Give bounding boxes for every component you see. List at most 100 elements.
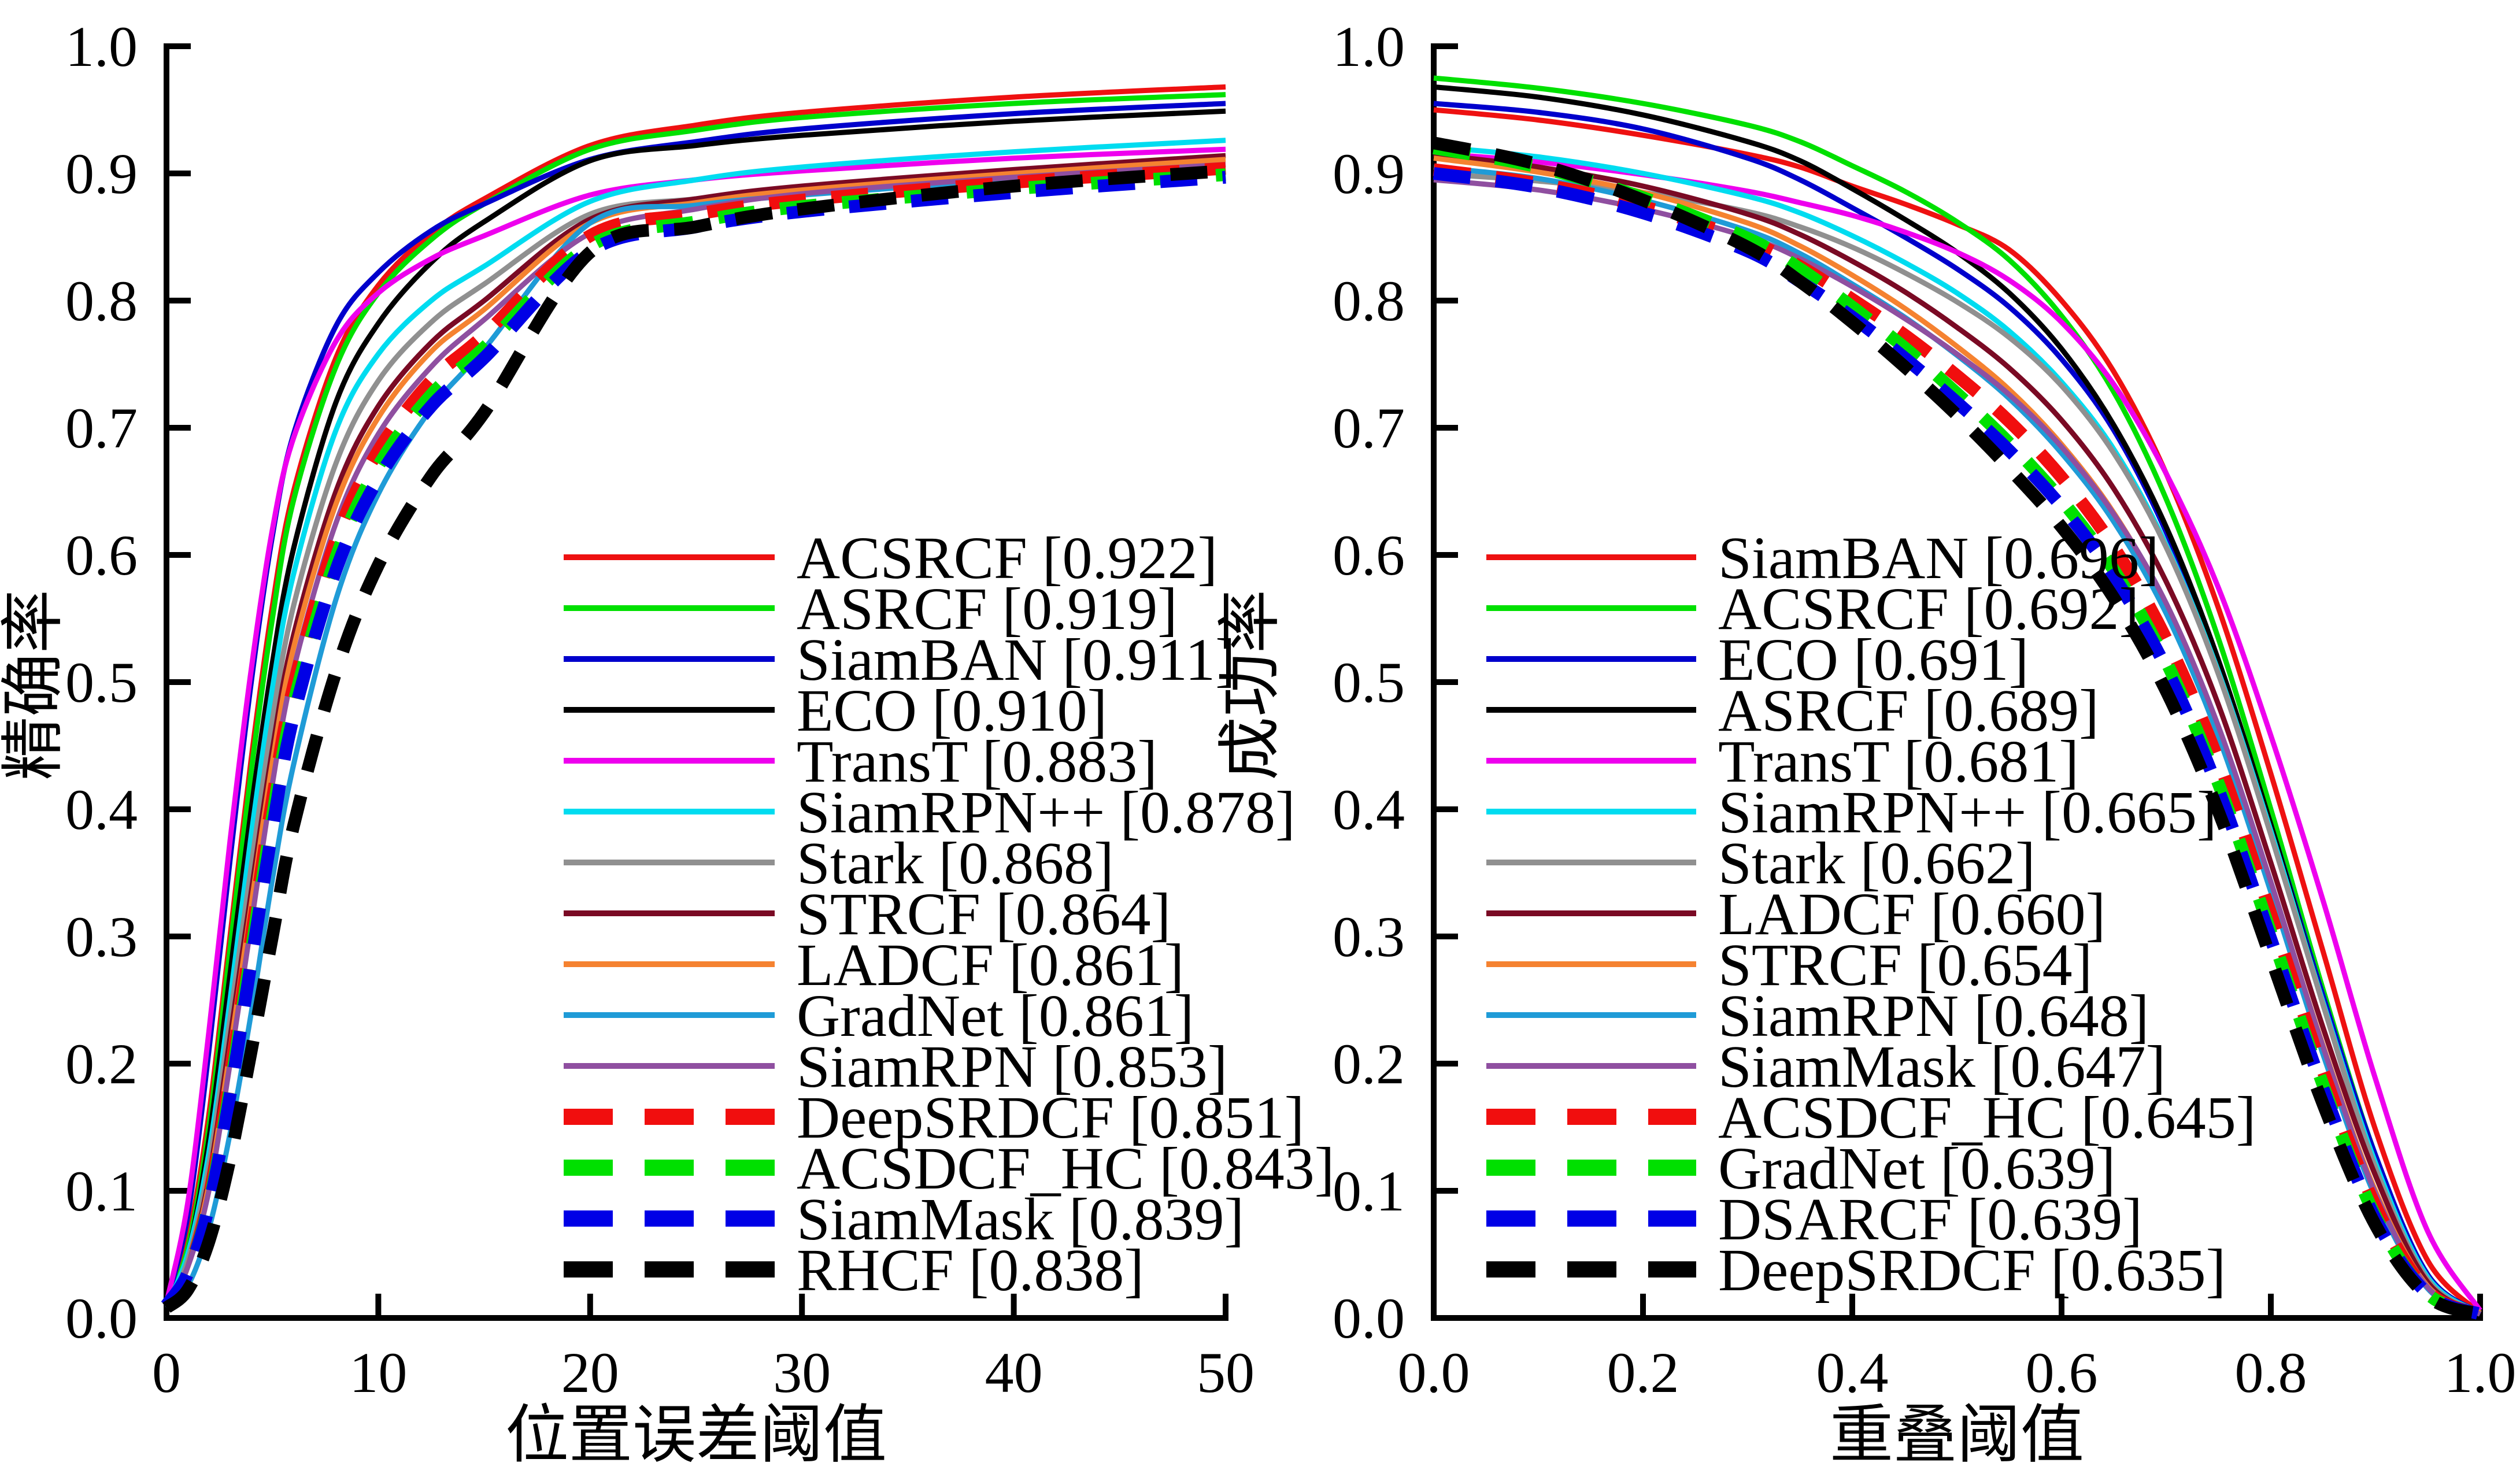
x-tick-label: 50 bbox=[1197, 1341, 1255, 1405]
legend-label-SiamMask: SiamMask [0.839] bbox=[797, 1186, 1244, 1253]
legend-item-LADCF: LADCF [0.660] bbox=[1486, 881, 2105, 947]
legend-item-ACSDCF_HC: ACSDCF_HC [0.645] bbox=[1486, 1084, 2256, 1151]
legend-item-RHCF: RHCF [0.838] bbox=[564, 1237, 1144, 1304]
x-tick-label: 30 bbox=[773, 1341, 831, 1405]
legend-item-DeepSRDCF: DeepSRDCF [0.635] bbox=[1486, 1237, 2226, 1304]
x-tick-label: 0.4 bbox=[1816, 1341, 1889, 1405]
legend-label-Stark: Stark [0.662] bbox=[1718, 830, 2036, 897]
y-tick-label: 0.5 bbox=[65, 650, 138, 714]
y-tick-label: 0.3 bbox=[1333, 905, 1405, 969]
legend-label-DSARCF: DSARCF [0.639] bbox=[1718, 1186, 2142, 1253]
legend-label-STRCF: STRCF [0.654] bbox=[1718, 932, 2092, 998]
legend-label-DeepSRDCF: DeepSRDCF [0.851] bbox=[797, 1084, 1304, 1151]
legend-label-ACSRCF: ACSRCF [0.692] bbox=[1718, 576, 2139, 642]
precision-plot: 0.0 0.1 0.2 0.3 0.4 0.5 0.6 0.7 0.8 0.9 1.0 0 10 20 30… bbox=[65, 14, 1334, 1405]
legend-item-Stark: Stark [0.662] bbox=[1486, 830, 2036, 897]
x-tick-label: 0.2 bbox=[1607, 1341, 1679, 1405]
x-tick-label: 20 bbox=[561, 1341, 619, 1405]
y-tick-label: 0.6 bbox=[1333, 523, 1405, 587]
legend-label-SiamRPN: SiamRPN [0.853] bbox=[797, 1034, 1227, 1100]
y-tick-label: 0.1 bbox=[1333, 1159, 1405, 1223]
legend-label-GradNet: GradNet [0.639] bbox=[1718, 1135, 2115, 1202]
precision-plot-legend: ACSRCF [0.922]ASRCF [0.919]SiamBAN [0.91… bbox=[564, 525, 1334, 1304]
legend-label-ACSDCF_HC: ACSDCF_HC [0.843] bbox=[797, 1135, 1334, 1202]
success-plot-legend: SiamBAN [0.696]ACSRCF [0.692]ECO [0.691]… bbox=[1486, 525, 2256, 1304]
legend-item-TransT: TransT [0.883] bbox=[564, 728, 1157, 795]
y-tick-label: 0.7 bbox=[65, 396, 138, 460]
curve-SiamMask bbox=[1433, 177, 2482, 1317]
legend-label-LADCF: LADCF [0.660] bbox=[1718, 881, 2105, 947]
success-plot-ylabel: 成功率 bbox=[1215, 590, 1286, 780]
x-tick-label: 0.0 bbox=[1398, 1341, 1470, 1405]
legend-label-TransT: TransT [0.883] bbox=[797, 728, 1157, 795]
x-tick-label: 10 bbox=[349, 1341, 407, 1405]
legend-label-SiamRPN: SiamRPN [0.648] bbox=[1718, 983, 2149, 1049]
curve-DeepSRDCF bbox=[1432, 136, 2482, 1321]
legend-item-ACSDCF_HC: ACSDCF_HC [0.843] bbox=[564, 1135, 1334, 1202]
curve-TransT bbox=[164, 146, 1226, 1304]
x-tick-label: 0 bbox=[152, 1341, 181, 1405]
y-tick-label: 1.0 bbox=[65, 14, 138, 79]
legend-item-DeepSRDCF: DeepSRDCF [0.851] bbox=[564, 1084, 1304, 1151]
legend-label-GradNet: GradNet [0.861] bbox=[797, 983, 1194, 1049]
x-tick-label: 0.6 bbox=[2026, 1341, 2098, 1405]
legend-item-GradNet: GradNet [0.639] bbox=[1486, 1135, 2115, 1202]
legend-item-ASRCF: ASRCF [0.689] bbox=[1486, 677, 2099, 744]
legend-label-LADCF: LADCF [0.861] bbox=[797, 932, 1184, 998]
x-tick-label: 1.0 bbox=[2444, 1341, 2517, 1405]
legend-label-ECO: ECO [0.691] bbox=[1718, 627, 2029, 693]
y-tick-label: 1.0 bbox=[1333, 14, 1405, 79]
y-tick-label: 0.4 bbox=[1333, 777, 1405, 842]
legend-item-SiamRPN: SiamRPN [0.853] bbox=[564, 1034, 1227, 1100]
success-plot-ticks: 0.0 0.1 0.2 0.3 0.4 0.5 0.6 0.7 0.8 0.9 1.0 0.0 0.2 0… bbox=[1333, 14, 2517, 1405]
precision-plot-xlabel: 位置误差阈值 bbox=[505, 1400, 887, 1470]
legend-label-ACSDCF_HC: ACSDCF_HC [0.645] bbox=[1718, 1084, 2256, 1151]
success-plot-xlabel: 重叠阈值 bbox=[1830, 1400, 2084, 1470]
curve-LADCF bbox=[1433, 151, 2482, 1316]
y-tick-label: 0.9 bbox=[1333, 142, 1405, 206]
y-tick-label: 0.8 bbox=[1333, 269, 1405, 333]
legend-item-ACSRCF: ACSRCF [0.922] bbox=[564, 525, 1218, 591]
success-plot-curves bbox=[1432, 75, 2483, 1321]
curve-TransT bbox=[1433, 150, 2482, 1312]
success-plot: 0.0 0.1 0.2 0.3 0.4 0.5 0.6 0.7 0.8 0.9 1.0 0.0 0.2 0… bbox=[1333, 14, 2517, 1405]
legend-item-SiamMask: SiamMask [0.647] bbox=[1486, 1034, 2166, 1100]
legend-item-SiamBAN: SiamBAN [0.911] bbox=[564, 627, 1235, 693]
y-tick-label: 0.7 bbox=[1333, 396, 1405, 460]
legend-item-SiamMask: SiamMask [0.839] bbox=[564, 1186, 1244, 1253]
legend-label-STRCF: STRCF [0.864] bbox=[797, 881, 1171, 947]
curve-RHCF bbox=[162, 164, 1226, 1313]
y-tick-label: 0.4 bbox=[65, 777, 138, 842]
y-tick-label: 0.6 bbox=[65, 523, 138, 587]
precision-plot-ylabel: 精确率 bbox=[0, 590, 69, 780]
curve-ECO bbox=[164, 108, 1226, 1306]
legend-item-SiamRPN: SiamRPN [0.648] bbox=[1486, 983, 2149, 1049]
precision-plot-curves bbox=[161, 84, 1226, 1313]
legend-label-SiamRPN++: SiamRPN++ [0.665] bbox=[1718, 779, 2217, 846]
legend-item-TransT: TransT [0.681] bbox=[1486, 728, 2079, 795]
legend-item-ECO: ECO [0.691] bbox=[1486, 627, 2029, 693]
legend-item-DSARCF: DSARCF [0.639] bbox=[1486, 1186, 2142, 1253]
precision-plot-ticks: 0.0 0.1 0.2 0.3 0.4 0.5 0.6 0.7 0.8 0.9 1.0 0 10 20 30… bbox=[65, 14, 1255, 1405]
y-tick-label: 0.2 bbox=[1333, 1032, 1405, 1096]
legend-item-STRCF: STRCF [0.654] bbox=[1486, 932, 2092, 998]
y-tick-label: 0.0 bbox=[1333, 1286, 1405, 1350]
x-tick-label: 0.8 bbox=[2235, 1341, 2307, 1405]
legend-label-SiamMask: SiamMask [0.647] bbox=[1718, 1034, 2166, 1100]
legend-item-GradNet: GradNet [0.861] bbox=[564, 983, 1194, 1049]
plots-layer: 0.0 0.1 0.2 0.3 0.4 0.5 0.6 0.7 0.8 0.9 1.0 0 10 20 30… bbox=[65, 14, 2517, 1405]
legend-label-ASRCF: ASRCF [0.919] bbox=[797, 576, 1178, 642]
legend-item-ASRCF: ASRCF [0.919] bbox=[564, 576, 1178, 642]
legend-item-ECO: ECO [0.910] bbox=[564, 677, 1107, 744]
y-tick-label: 0.0 bbox=[65, 1286, 138, 1350]
legend-item-ACSRCF: ACSRCF [0.692] bbox=[1486, 576, 2139, 642]
legend-label-TransT: TransT [0.681] bbox=[1718, 728, 2079, 795]
legend-label-SiamBAN: SiamBAN [0.696] bbox=[1718, 525, 2159, 591]
y-tick-label: 0.9 bbox=[65, 142, 138, 206]
y-tick-label: 0.3 bbox=[65, 905, 138, 969]
legend-label-ACSRCF: ACSRCF [0.922] bbox=[797, 525, 1218, 591]
y-tick-label: 0.2 bbox=[65, 1032, 138, 1096]
x-tick-label: 40 bbox=[985, 1341, 1043, 1405]
legend-label-RHCF: RHCF [0.838] bbox=[797, 1237, 1144, 1304]
